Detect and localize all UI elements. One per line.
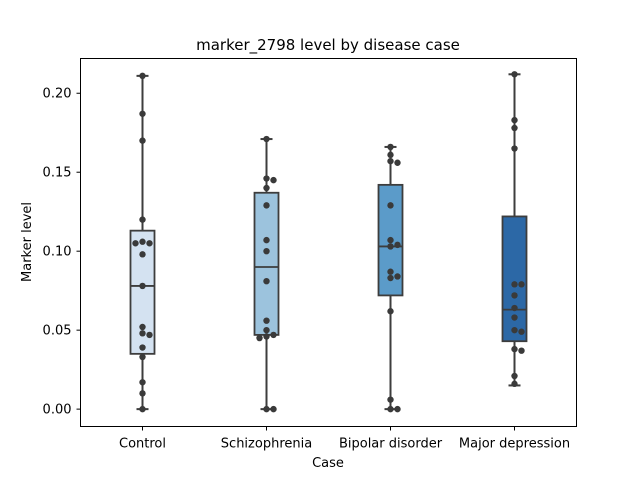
plot-frame bbox=[80, 58, 577, 427]
data-point-1-2 bbox=[270, 176, 277, 184]
data-point-1-14 bbox=[270, 405, 277, 413]
y-tick-label-1: 0.05 bbox=[43, 324, 72, 339]
plot-area bbox=[129, 71, 528, 413]
y-tick-label-4: 0.20 bbox=[43, 87, 72, 102]
data-point-3-6 bbox=[511, 292, 518, 299]
data-point-0-13 bbox=[139, 353, 146, 361]
data-point-3-3 bbox=[511, 145, 518, 152]
data-point-3-8 bbox=[511, 314, 518, 321]
data-point-3-7 bbox=[511, 304, 518, 312]
data-point-1-9 bbox=[263, 326, 270, 334]
data-point-3-4 bbox=[511, 281, 518, 288]
data-point-2-4 bbox=[387, 202, 394, 209]
x-tick-label-2: Bipolar disorder bbox=[339, 437, 443, 452]
box-group-1 bbox=[253, 135, 280, 413]
x-axis-label: Case bbox=[312, 456, 344, 471]
data-point-3-14 bbox=[511, 380, 518, 388]
data-point-1-8 bbox=[263, 317, 270, 324]
box-3 bbox=[501, 215, 528, 343]
data-point-0-4 bbox=[139, 238, 146, 245]
data-point-2-6 bbox=[394, 241, 401, 249]
data-point-3-1 bbox=[511, 116, 518, 124]
data-point-3-13 bbox=[511, 372, 518, 380]
data-point-2-3 bbox=[394, 159, 401, 166]
data-point-2-9 bbox=[394, 273, 401, 280]
data-point-3-10 bbox=[518, 328, 525, 335]
data-point-0-8 bbox=[139, 282, 146, 290]
data-point-1-4 bbox=[263, 202, 270, 209]
data-point-0-16 bbox=[139, 405, 146, 413]
data-point-1-5 bbox=[263, 236, 270, 244]
data-point-1-12 bbox=[256, 334, 263, 342]
data-point-1-1 bbox=[263, 175, 270, 182]
data-point-1-7 bbox=[263, 277, 270, 285]
data-point-2-13 bbox=[387, 405, 394, 413]
data-point-0-14 bbox=[139, 379, 146, 386]
y-axis-label: Marker level bbox=[20, 202, 35, 282]
data-point-1-0 bbox=[263, 135, 270, 143]
data-point-1-11 bbox=[263, 333, 270, 340]
data-point-2-8 bbox=[387, 268, 394, 275]
data-point-3-12 bbox=[518, 347, 525, 354]
data-point-0-11 bbox=[146, 331, 153, 339]
data-point-3-5 bbox=[518, 281, 525, 288]
x-tick-label-1: Schizophrenia bbox=[221, 437, 312, 452]
data-point-0-10 bbox=[139, 330, 146, 337]
box-group-2 bbox=[377, 143, 404, 413]
chart-title: marker_2798 level by disease case bbox=[196, 36, 460, 55]
data-point-0-2 bbox=[139, 137, 146, 144]
data-point-2-5 bbox=[387, 236, 394, 244]
data-point-3-2 bbox=[511, 124, 518, 132]
box-group-3 bbox=[501, 71, 528, 388]
x-tick-label-3: Major depression bbox=[459, 437, 570, 452]
data-point-3-9 bbox=[511, 326, 518, 334]
box-1 bbox=[253, 191, 280, 336]
data-point-2-12 bbox=[387, 396, 394, 403]
data-point-0-0 bbox=[139, 72, 146, 80]
x-tick-label-0: Control bbox=[119, 437, 166, 452]
data-point-0-15 bbox=[139, 390, 146, 397]
data-point-0-3 bbox=[139, 216, 146, 223]
data-point-2-1 bbox=[387, 151, 394, 159]
box-group-0 bbox=[129, 72, 156, 413]
data-point-2-0 bbox=[387, 143, 394, 151]
data-point-3-0 bbox=[511, 71, 518, 78]
data-point-0-5 bbox=[146, 240, 153, 247]
data-point-2-11 bbox=[387, 308, 394, 315]
data-point-2-7 bbox=[387, 243, 394, 250]
data-point-2-2 bbox=[387, 157, 394, 165]
data-point-2-10 bbox=[387, 274, 394, 282]
data-point-1-3 bbox=[263, 184, 270, 192]
data-point-3-11 bbox=[511, 345, 518, 353]
data-point-2-14 bbox=[394, 405, 401, 413]
data-point-1-10 bbox=[270, 331, 277, 339]
data-point-1-6 bbox=[263, 247, 270, 255]
data-point-1-13 bbox=[263, 405, 270, 413]
data-point-0-7 bbox=[139, 251, 146, 258]
data-point-0-1 bbox=[139, 110, 146, 117]
y-tick-label-0: 0.00 bbox=[43, 403, 72, 418]
data-point-0-6 bbox=[132, 240, 139, 247]
data-point-0-9 bbox=[139, 323, 146, 331]
data-point-0-12 bbox=[139, 344, 146, 351]
y-tick-label-2: 0.10 bbox=[43, 245, 72, 260]
y-tick-label-3: 0.15 bbox=[43, 166, 72, 181]
